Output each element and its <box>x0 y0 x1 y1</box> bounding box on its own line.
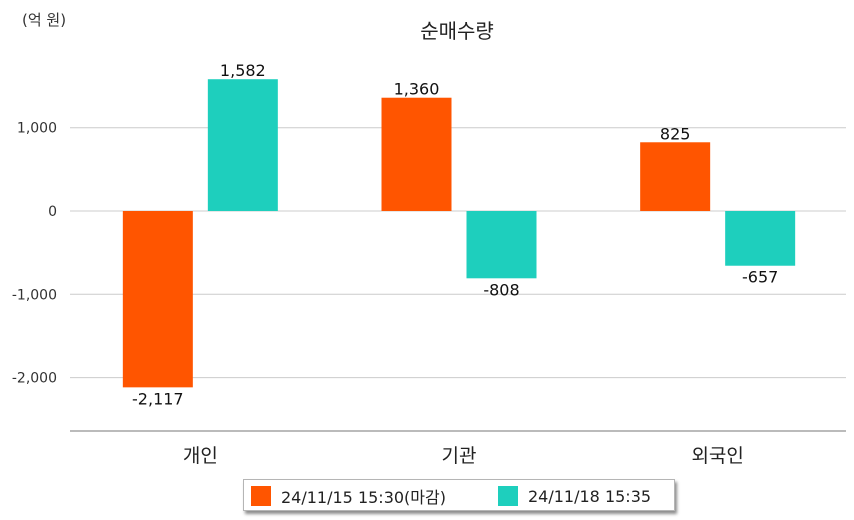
x-tick-label: 외국인 <box>691 445 743 467</box>
legend-item-series-2[interactable]: 24/11/18 15:35 <box>498 485 651 507</box>
legend-label-series-2: 24/11/18 15:35 <box>528 486 652 506</box>
bar[interactable] <box>466 211 537 279</box>
y-tick-label: -2,000 <box>12 371 57 387</box>
bar-value-label: 825 <box>660 124 691 143</box>
bar-value-label: -657 <box>742 268 778 287</box>
bar-value-labels: -2,117 1,582 1,360 -808 825 -657 <box>132 61 778 408</box>
bar[interactable] <box>122 211 193 388</box>
y-tick-label: 1,000 <box>17 121 57 137</box>
legend-swatch-series-2 <box>498 486 518 506</box>
legend-item-series-1[interactable]: 24/11/15 15:30(마감) <box>251 485 446 507</box>
chart-title: 순매수량 <box>420 19 494 43</box>
bar[interactable] <box>207 79 278 212</box>
x-tick-label: 개인 <box>183 445 218 467</box>
bar[interactable] <box>381 97 452 211</box>
legend-label-series-1: 24/11/15 15:30(마감) <box>281 488 446 507</box>
bar-value-label: 1,360 <box>394 80 440 99</box>
x-axis-labels: 개인 기관 외국인 <box>183 445 744 467</box>
gridlines <box>70 127 846 379</box>
x-tick-label: 기관 <box>442 445 477 467</box>
y-axis-ticks: 1,000 0 -1,000 -2,000 <box>12 121 57 387</box>
legend-swatch-series-1 <box>251 486 271 506</box>
bar-value-label: -808 <box>483 280 519 299</box>
unit-label: (억 원) <box>22 11 67 29</box>
bar[interactable] <box>725 211 796 266</box>
y-tick-label: -1,000 <box>12 287 57 303</box>
legend: 24/11/15 15:30(마감) 24/11/18 15:35 <box>243 479 675 511</box>
bar[interactable] <box>640 142 711 211</box>
y-tick-label: 0 <box>48 204 57 220</box>
bar-value-label: -2,117 <box>132 389 184 408</box>
bar-value-label: 1,582 <box>220 61 266 80</box>
bars <box>122 79 796 388</box>
